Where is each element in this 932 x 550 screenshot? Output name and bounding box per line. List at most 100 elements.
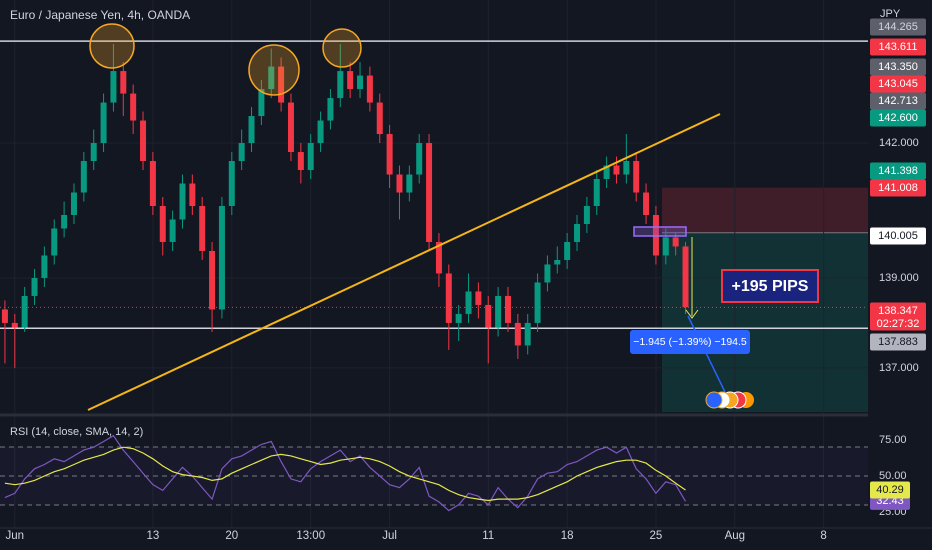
candle-body <box>475 291 482 305</box>
candle-body <box>120 71 127 94</box>
candle-body <box>209 250 216 310</box>
x-tick-label: 13 <box>146 530 159 542</box>
candle-body <box>416 143 423 175</box>
x-tick-label: 11 <box>482 530 494 542</box>
candle-body <box>386 134 393 175</box>
price-tag <box>870 38 926 56</box>
candle-body <box>61 214 68 229</box>
price-tag-label: 143.045 <box>878 78 918 90</box>
price-tag <box>870 109 926 127</box>
candle-body <box>80 161 87 193</box>
candle-body <box>455 313 462 323</box>
stop-zone <box>662 187 868 233</box>
candle-body <box>100 102 107 144</box>
price-tag <box>870 58 926 76</box>
candle-body <box>21 295 28 328</box>
candle-body <box>268 66 275 90</box>
candle-body <box>140 120 147 162</box>
candle-body <box>376 102 383 135</box>
top-circle <box>248 44 300 96</box>
candle-body <box>41 255 48 278</box>
price-tag <box>870 179 926 197</box>
pips-box <box>721 269 819 303</box>
target-zone <box>662 232 868 412</box>
trend-line <box>87 113 721 411</box>
candle-body <box>90 143 97 162</box>
top-circle <box>89 23 135 69</box>
candle-body <box>554 259 561 265</box>
candle-body <box>426 143 433 242</box>
candle-body <box>238 143 245 162</box>
event-icon <box>705 391 723 409</box>
event-icons <box>705 391 754 409</box>
candle-body <box>445 273 452 323</box>
candle-body <box>613 165 620 175</box>
candle-body <box>643 192 650 215</box>
rsi-value-tag <box>870 481 910 499</box>
top-circle <box>322 28 362 68</box>
measure-label: −1.945 (−1.39%) −194.5 <box>633 336 747 348</box>
candle-body <box>110 71 117 103</box>
candle-body <box>278 66 285 103</box>
measure-arrow <box>685 309 699 319</box>
candle-body <box>564 241 571 260</box>
candle-body <box>514 322 521 346</box>
candle-body <box>662 237 669 256</box>
candle-body <box>130 93 137 121</box>
rsi-tick-label: 50.00 <box>879 470 907 482</box>
candle-body <box>603 165 610 180</box>
candle-body <box>357 75 364 90</box>
price-tag-label: 141.398 <box>878 165 918 177</box>
candle-body <box>327 98 334 121</box>
candle-body <box>672 237 679 247</box>
candle-body <box>159 206 166 242</box>
candles <box>1 44 689 368</box>
price-tag <box>870 92 926 110</box>
price-tag <box>870 18 926 36</box>
candle-body <box>495 295 502 328</box>
price-tags: 142.000 139.000 137.000 144.265 143.611 143.3… <box>870 18 926 374</box>
price-tag <box>870 302 926 331</box>
price-tag-label: 140.005 <box>878 230 918 242</box>
candle-body <box>583 206 590 224</box>
candle-body <box>544 264 551 283</box>
candle-body <box>485 304 492 328</box>
x-tick-label: Jun <box>6 530 25 542</box>
price-tag-label: 144.265 <box>878 21 918 33</box>
candle-body <box>406 174 413 193</box>
price-tag <box>870 333 926 351</box>
price-tag-label: 138.347 <box>878 305 918 317</box>
candle-body <box>1 309 8 323</box>
x-tick-label: 25 <box>650 530 663 542</box>
candle-body <box>534 282 541 323</box>
rsi-tick-label: 75.00 <box>879 434 907 446</box>
candle-body <box>70 192 77 215</box>
chart-title: Euro / Japanese Yen, 4h, OANDA <box>10 8 190 22</box>
candle-body <box>623 161 630 175</box>
candle-body <box>307 143 314 171</box>
countdown: 02:27:32 <box>877 318 920 330</box>
price-tag-label: 142.713 <box>878 95 918 107</box>
candle-body <box>297 152 304 171</box>
measure-box <box>630 330 750 354</box>
position-zones <box>662 187 868 412</box>
candle-body <box>593 179 600 206</box>
price-tag <box>870 162 926 180</box>
x-tick-label: 20 <box>225 530 238 542</box>
y-tick-label: 142.000 <box>879 137 919 149</box>
candle-body <box>51 228 58 256</box>
candle-body <box>396 174 403 193</box>
candle-body <box>149 161 156 206</box>
candle-body <box>31 277 38 296</box>
x-tick-label: 18 <box>561 530 574 542</box>
time-axis: Jun 13 20 13:00 Jul 11 18 25 Aug 8 <box>6 530 827 542</box>
price-tag <box>870 227 926 245</box>
x-tick-label: Aug <box>725 530 745 542</box>
candle-body <box>218 206 225 310</box>
candle-body <box>11 322 18 328</box>
price-tag <box>870 75 926 93</box>
y-tick-label: 137.000 <box>879 362 919 374</box>
candle-body <box>287 102 294 153</box>
